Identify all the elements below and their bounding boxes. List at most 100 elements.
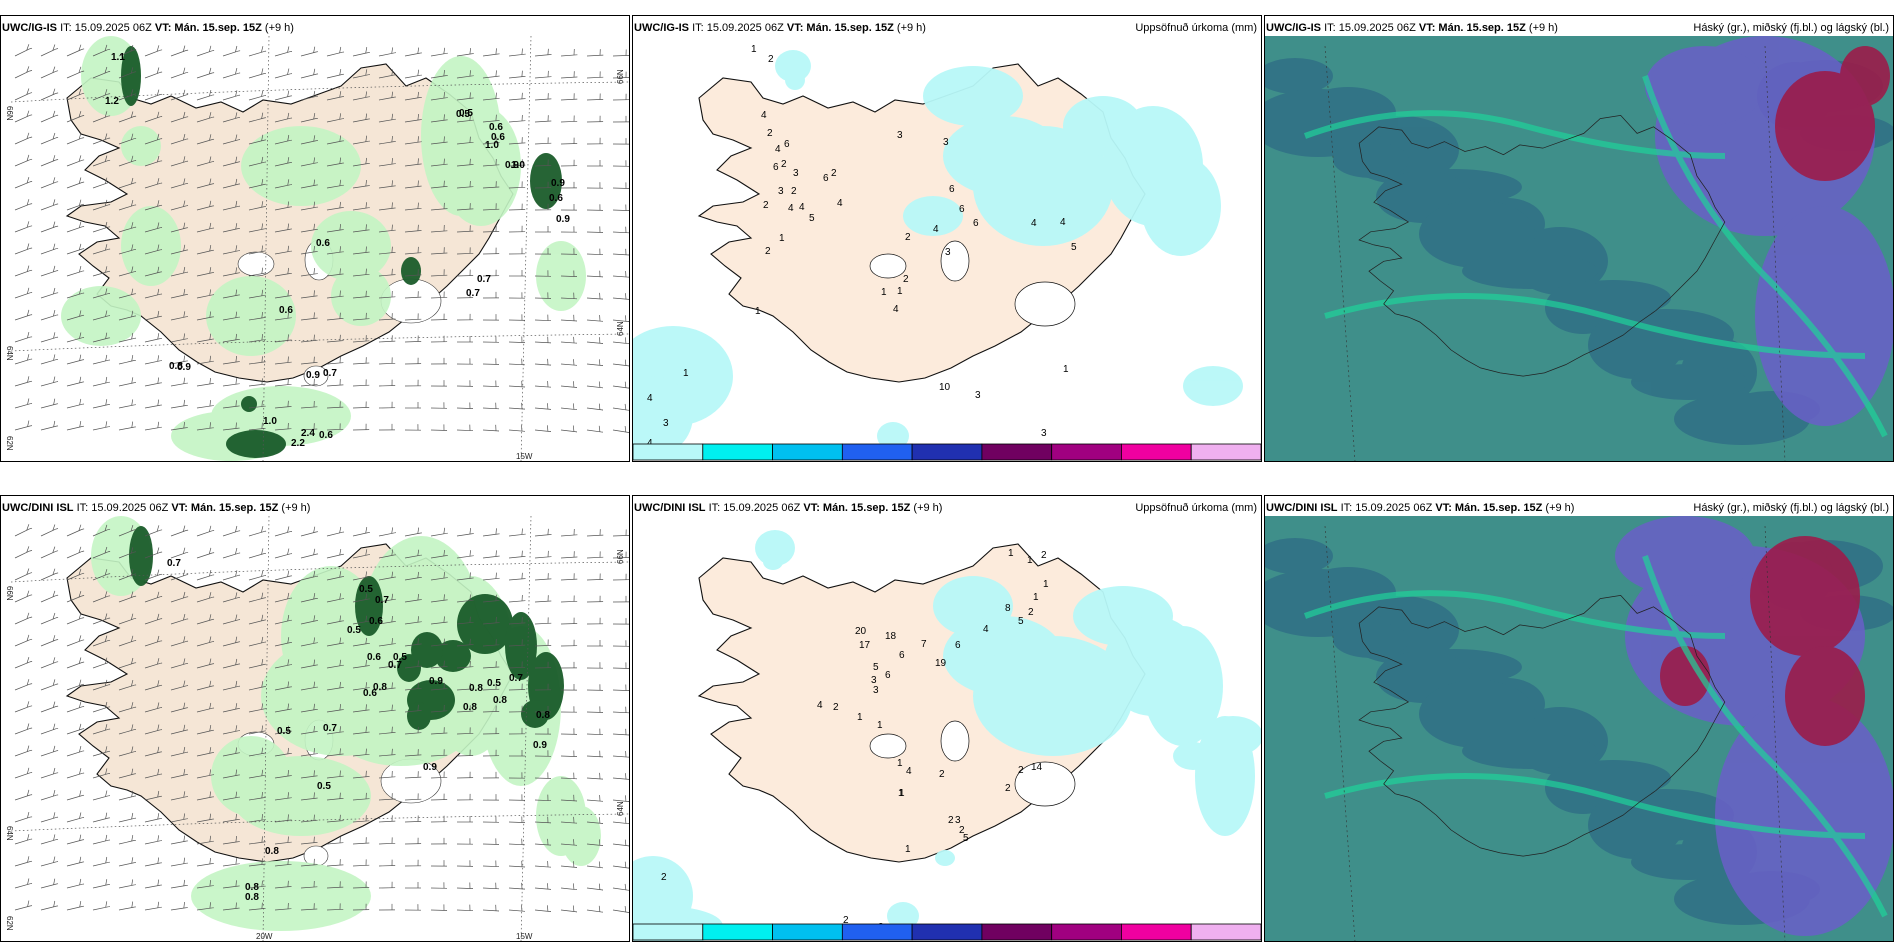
high-cloud-layer <box>1660 536 1865 746</box>
valid-time: VT: Mán. 15.sep. 15Z <box>1435 502 1543 514</box>
panel-header: UWC/DINI ISL IT: 15.09.2025 06Z VT: Mán.… <box>634 500 1257 516</box>
precip-value-label: 1 <box>1008 548 1014 559</box>
precip-value-label: 2 <box>843 915 849 926</box>
colorbar-swatch <box>1051 443 1122 461</box>
colorbar-swatch <box>772 443 843 461</box>
precip-value-label: 2 <box>1005 783 1011 794</box>
model-name: UWC/DINI ISL <box>2 502 74 514</box>
precip-value-label: 0.7 <box>388 660 402 671</box>
precip-value-label: 7 <box>921 639 927 650</box>
precip-value-label: 1 <box>897 758 903 769</box>
lead-time: (+9 h) <box>1528 22 1558 34</box>
precip-value-label: 0.9 <box>551 178 565 189</box>
colorbar: 110255075100150200400 <box>633 923 1261 941</box>
precip-value-label: 10 <box>939 382 951 393</box>
precip-value-label: 4 <box>775 144 781 155</box>
lon-label-15w: 15W <box>516 932 533 941</box>
lead-time: (+9 h) <box>913 502 943 514</box>
precip-value-label: 0.6 <box>491 132 505 143</box>
accum-precip-panel-dini: UWC/DINI ISL IT: 15.09.2025 06Z VT: Mán.… <box>632 495 1262 942</box>
lat-label-64n-right: 64N <box>616 801 625 816</box>
model-name: UWC/DINI ISL <box>634 502 706 514</box>
lead-time: (+9 h) <box>1545 502 1575 514</box>
precip-value-label: 1.0 <box>511 160 525 171</box>
precip-value-label: 6 <box>773 162 779 173</box>
map-canvas: 66N66N64N64N62N15W1.11.20.50.60.61.00.90… <box>5 35 629 461</box>
lead-time: (+9 h) <box>264 22 294 34</box>
precip-value-label: 4 <box>906 766 912 777</box>
init-time: IT: 15.09.2025 06Z <box>1324 22 1416 34</box>
glaciers <box>869 720 1076 807</box>
precip-value-label: 4 <box>761 110 767 121</box>
precip-value-label: 0.7 <box>466 288 480 299</box>
green-cloud-edges <box>1303 555 1888 918</box>
precip-value-label: 0.7 <box>509 673 523 684</box>
precip-value-label: 0.5 <box>487 678 501 689</box>
precip-value-label: 1.2 <box>105 96 119 107</box>
precip-value-label: 1 <box>1043 579 1049 590</box>
lat-label-66n: 66N <box>5 586 14 601</box>
precip-value-label: 2 <box>661 872 667 883</box>
precip-value-label: 0.9 <box>177 362 191 373</box>
precip-value-label: 20 <box>855 626 867 637</box>
precip-value-label: 0.8 <box>469 683 483 694</box>
precip-value-label: 6 <box>823 173 829 184</box>
wind-precip-panel-igis: UWC/IG-IS IT: 15.09.2025 06Z VT: Mán. 15… <box>0 15 630 462</box>
precip-value-label: 1 <box>899 788 905 799</box>
precip-value-label: 2 <box>939 769 945 780</box>
valid-time: VT: Mán. 15.sep. 15Z <box>171 502 279 514</box>
precip-value-label: 3 <box>663 418 669 429</box>
precip-value-label: 5 <box>873 662 879 673</box>
coastline-overlay <box>1358 594 1726 857</box>
colorbar-swatch <box>1120 443 1192 461</box>
precip-value-label: 4 <box>647 393 653 404</box>
panel-header: UWC/DINI ISL IT: 15.09.2025 06Z VT: Mán.… <box>1266 500 1889 516</box>
valid-time: VT: Mán. 15.sep. 15Z <box>154 22 262 34</box>
precip-value-label: 0.9 <box>306 370 320 381</box>
precip-value-label: 4 <box>799 202 805 213</box>
precip-value-label: 4 <box>647 438 653 449</box>
precip-value-label: 4 <box>933 224 939 235</box>
precip-value-label: 0.9 <box>556 214 570 225</box>
precip-shading <box>633 530 1261 941</box>
colorbar-swatch <box>1190 443 1261 461</box>
panel-header: UWC/IG-IS IT: 15.09.2025 06Z VT: Mán. 15… <box>634 20 1257 36</box>
precip-value-label: 2 <box>1018 765 1024 776</box>
precip-value-label: 1 <box>857 712 863 723</box>
panel-header: UWC/IG-IS IT: 15.09.2025 06Z VT: Mán. 15… <box>2 20 625 36</box>
precip-value-label: 4 <box>1031 218 1037 229</box>
model-name: UWC/DINI ISL <box>1266 502 1338 514</box>
precip-value-label: 2 <box>781 159 787 170</box>
model-name: UWC/IG-IS <box>1266 22 1321 34</box>
precip-value-label: 5 <box>963 833 969 844</box>
panel-title: Uppsöfnuð úrkoma (mm) <box>1135 502 1257 514</box>
precip-value-label: 1 <box>779 233 785 244</box>
cloud-panel-dini: UWC/DINI ISL IT: 15.09.2025 06Z VT: Mán.… <box>1264 495 1894 942</box>
precip-value-label: 4 <box>837 198 843 209</box>
precip-value-label: 2 <box>1028 607 1034 618</box>
colorbar-swatch <box>911 443 983 461</box>
cloud-map-canvas <box>1265 516 1893 941</box>
precip-value-label: 0.6 <box>489 122 503 133</box>
precip-value-label: 0.7 <box>477 274 491 285</box>
precip-value-label: 0.8 <box>245 882 259 893</box>
precip-value-label: 0.5 <box>359 584 373 595</box>
colorbar-swatch <box>772 923 843 941</box>
precip-value-label: 2 <box>948 815 954 826</box>
precip-value-label: 1 <box>881 287 887 298</box>
precip-value-label: 1 <box>683 368 689 379</box>
precip-value-label: 0.8 <box>245 892 259 903</box>
colorbar-swatch <box>1120 923 1192 941</box>
precip-value-label: 2 <box>791 186 797 197</box>
precip-value-label: 1 <box>897 286 903 297</box>
precip-value-label: 5 <box>1018 616 1024 627</box>
precip-value-label: 3 <box>873 685 879 696</box>
precip-value-label: 0.9 <box>533 740 547 751</box>
colorbar-swatch <box>981 443 1053 461</box>
value-labels: 0.70.50.70.50.60.6 0.50.80.70.80.9 0.5 0.70… <box>167 558 550 903</box>
glaciers <box>869 240 1076 327</box>
precip-value-label: 3 <box>943 137 949 148</box>
lat-lon-grid <box>1324 525 1786 941</box>
precip-value-label: 2 <box>763 200 769 211</box>
